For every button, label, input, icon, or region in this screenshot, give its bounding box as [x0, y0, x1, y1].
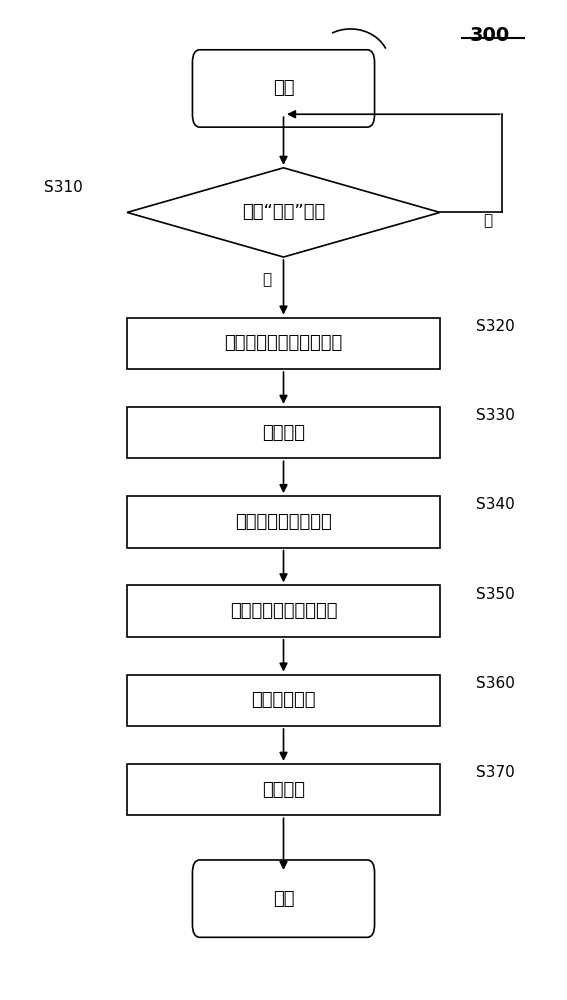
Text: S330: S330: [476, 408, 515, 423]
Text: 是: 是: [262, 272, 271, 287]
Text: 捕获显示设备周围的图像: 捕获显示设备周围的图像: [225, 334, 342, 352]
Polygon shape: [127, 168, 440, 257]
Text: 产生显示信息: 产生显示信息: [251, 691, 316, 709]
FancyBboxPatch shape: [192, 860, 375, 937]
Bar: [127, 407, 440, 458]
Text: 结束: 结束: [273, 890, 294, 908]
Bar: [127, 585, 440, 637]
Bar: [127, 318, 440, 369]
Bar: [127, 764, 440, 815]
Text: 向显示设备发送图像: 向显示设备发送图像: [235, 513, 332, 531]
Text: S370: S370: [476, 765, 515, 780]
Text: 开始: 开始: [273, 79, 294, 97]
Text: S340: S340: [476, 497, 515, 512]
Text: 否: 否: [484, 213, 493, 228]
FancyBboxPatch shape: [192, 50, 375, 127]
Text: S350: S350: [476, 587, 515, 602]
Text: 300: 300: [470, 26, 510, 45]
Text: 保存当前显示状态数据: 保存当前显示状态数据: [230, 602, 337, 620]
Text: 图像处理: 图像处理: [262, 424, 305, 442]
Bar: [127, 675, 440, 726]
Text: S320: S320: [476, 319, 515, 334]
Text: S310: S310: [44, 180, 83, 195]
Text: 显示图像: 显示图像: [262, 781, 305, 799]
Bar: [127, 496, 440, 548]
Text: S360: S360: [476, 676, 515, 691]
Text: 启动“伪装”模式: 启动“伪装”模式: [242, 203, 325, 221]
